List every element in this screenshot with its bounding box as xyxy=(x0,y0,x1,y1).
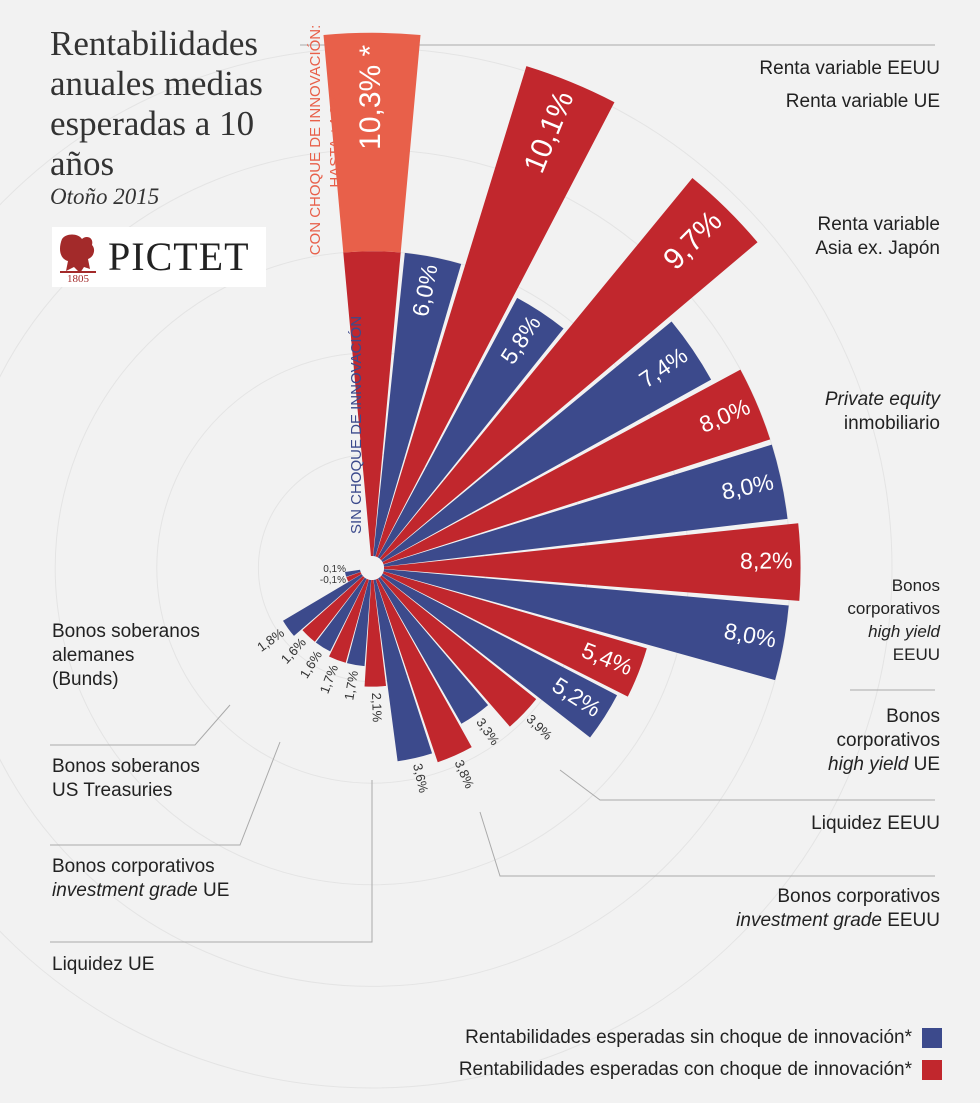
legend-item-with-shock: Rentabilidades esperadas con choque de i… xyxy=(459,1059,942,1081)
category-label-renta-variable-asia: Renta variable Asia ex. Japón xyxy=(815,214,940,259)
lion-emblem-icon xyxy=(60,234,96,273)
bar-shock-segment xyxy=(323,32,421,253)
leader-line xyxy=(50,780,373,943)
bar-value-label: 1,7% xyxy=(317,662,342,695)
bar xyxy=(315,577,367,652)
category-label-hy-ue: Bonos corporativos high yield UE xyxy=(828,706,940,775)
legend-item-without-shock: Rentabilidades esperadas sin choque de i… xyxy=(465,1027,942,1049)
shock-annotation: CON CHOQUE DE INNOVACIÓN: xyxy=(307,25,324,256)
leader-line xyxy=(479,811,935,877)
small-value-negative: -0,1% xyxy=(320,575,346,586)
bar xyxy=(283,574,363,636)
leader-line xyxy=(559,769,935,801)
bar-value-label: 3,9% xyxy=(524,711,556,743)
bar xyxy=(375,66,615,558)
bar xyxy=(329,578,369,663)
bar-value-label: 3,6% xyxy=(410,762,431,795)
bar xyxy=(382,571,647,697)
category-label-ig-ue: Bonos corporativos investment grade UE xyxy=(52,856,230,901)
bar xyxy=(381,573,618,738)
bar xyxy=(383,523,801,601)
bar xyxy=(379,575,537,727)
no-shock-annotation: SIN CHOQUE DE INNOVACIÓN xyxy=(348,316,365,534)
bar-value-label: 10,3% * xyxy=(354,44,387,149)
bar xyxy=(375,578,472,763)
bar-value-label: 8,2% xyxy=(740,547,793,574)
leader-line xyxy=(50,704,231,746)
pictet-logo: 1805 PICTET xyxy=(52,227,266,287)
bar xyxy=(383,569,789,681)
legend-swatch-blue xyxy=(922,1028,942,1048)
bar xyxy=(382,369,771,565)
leader-line xyxy=(50,741,281,846)
category-label-ig-eeuu: Bonos corporativos investment grade EEUU xyxy=(736,886,940,931)
bar xyxy=(379,177,758,561)
bar xyxy=(373,579,433,762)
category-label-hy-eeuu: Bonos corporativos high yield EEUU xyxy=(847,576,940,664)
category-label-renta-variable-ue: Renta variable UE xyxy=(785,91,940,112)
chart-subtitle: Otoño 2015 xyxy=(50,184,160,209)
category-label-renta-variable-eeuu: Renta variable EEUU xyxy=(759,58,940,79)
chart-value-labels: 10,3% *6,0%10,1%5,8%9,7%7,4%8,0%8,0%8,2%… xyxy=(254,44,792,794)
category-label-us-treasuries: Bonos soberanos US Treasuries xyxy=(52,756,200,801)
category-label-liquidez-ue: Liquidez UE xyxy=(52,954,155,975)
bar-value-label: 1,7% xyxy=(341,669,361,701)
category-label-bunds: Bonos soberanos alemanes (Bunds) xyxy=(52,621,200,690)
bar xyxy=(364,579,387,687)
shock-annotation-line2: HASTA +4,3% xyxy=(327,92,344,187)
logo-wordmark: PICTET xyxy=(108,234,250,279)
legend-label-without: Rentabilidades esperadas sin choque de i… xyxy=(465,1027,912,1048)
bar xyxy=(302,575,365,642)
chart-bars xyxy=(283,32,801,763)
category-label-private-equity: Private equity inmobiliario xyxy=(824,389,940,434)
legend-swatch-red xyxy=(922,1060,942,1080)
bar-small xyxy=(346,572,362,582)
bar xyxy=(383,444,788,567)
bar xyxy=(377,577,489,724)
bar-value-label: 2,1% xyxy=(369,692,385,722)
chart-title: Rentabilidades anuales medias esperadas … xyxy=(50,24,263,183)
category-label-liquidez-eeuu: Liquidez EEUU xyxy=(811,813,940,834)
bar xyxy=(343,251,401,557)
small-value-positive: 0,1% xyxy=(323,564,346,575)
bar xyxy=(373,252,462,557)
bar xyxy=(377,297,564,559)
chart-center xyxy=(360,556,384,580)
bar-value-label: 3,8% xyxy=(452,757,478,791)
bar xyxy=(381,321,712,563)
bar xyxy=(346,579,372,667)
logo-year: 1805 xyxy=(67,273,89,285)
legend-label-with: Rentabilidades esperadas con choque de i… xyxy=(458,1059,912,1080)
bar-small xyxy=(345,569,361,577)
bar-value-label: 3,3% xyxy=(473,715,503,748)
